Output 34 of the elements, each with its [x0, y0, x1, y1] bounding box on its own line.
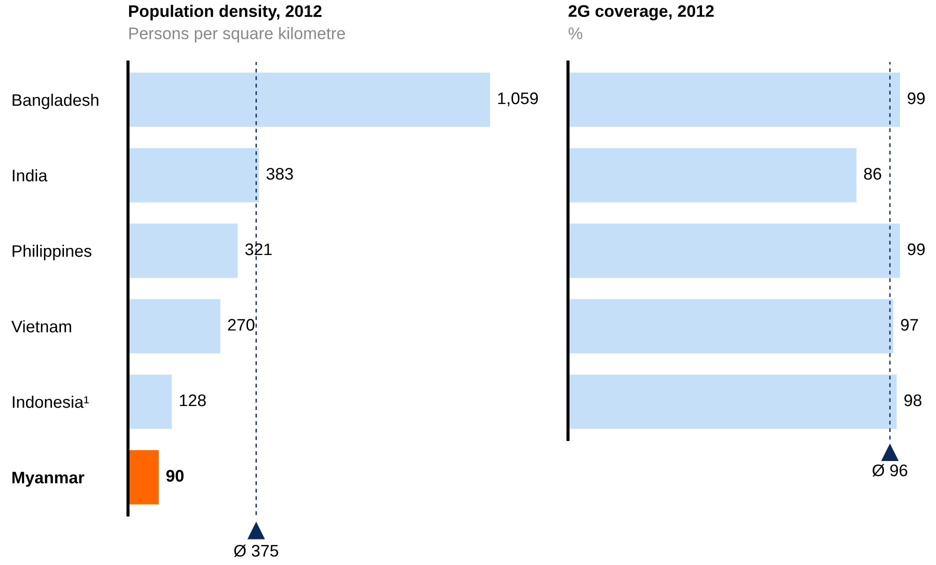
bar — [128, 374, 172, 429]
y-tick-label: Myanmar — [12, 472, 84, 487]
data-label: 321 — [245, 243, 272, 256]
chart-subtitle: % — [568, 28, 582, 40]
bar — [128, 450, 159, 504]
data-label: 383 — [266, 168, 293, 180]
data-label: 86 — [864, 168, 882, 180]
data-label: 1,059 — [498, 92, 538, 106]
ref-line-label: Ø 96 — [872, 464, 908, 477]
bar — [568, 224, 900, 278]
chart-title: Population density, 2012 — [129, 4, 322, 20]
ref-line-label: Ø 375 — [234, 544, 278, 557]
bar — [568, 148, 856, 202]
data-label: 128 — [180, 394, 206, 406]
y-tick-label: Vietnam — [11, 320, 72, 332]
bar — [128, 72, 490, 127]
bar — [568, 72, 900, 127]
y-tick-label: Philippines — [12, 244, 92, 260]
y-tick-label: Indonesia¹ — [12, 396, 89, 408]
bar — [128, 148, 259, 202]
bar — [128, 299, 220, 354]
data-label: 97 — [901, 318, 918, 331]
bar — [568, 299, 894, 354]
data-label: 98 — [904, 394, 922, 406]
y-tick-label: India — [12, 169, 48, 182]
data-label: 99 — [908, 92, 925, 104]
y-tick-label: Bangladesh — [12, 94, 98, 110]
chart-title: 2G coverage, 2012 — [568, 5, 714, 20]
data-label: 99 — [908, 243, 925, 256]
bar — [568, 374, 897, 429]
chart-subtitle: Persons per square kilometre — [129, 27, 345, 43]
data-label: 90 — [166, 470, 184, 482]
bar — [128, 224, 238, 278]
data-label: 270 — [228, 318, 254, 331]
